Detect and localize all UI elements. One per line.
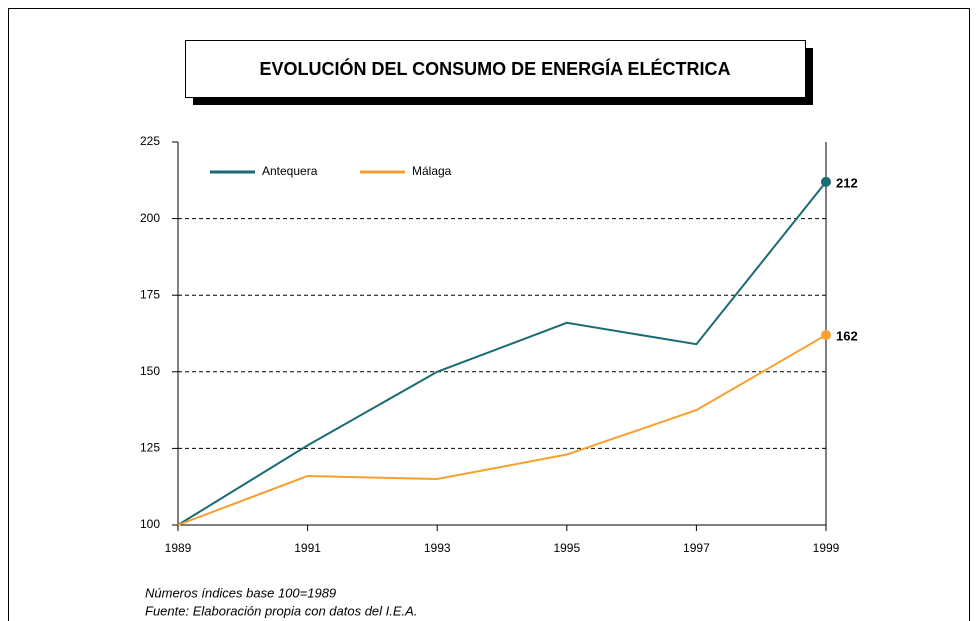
legend-label: Antequera	[262, 164, 318, 178]
y-tick-label: 175	[140, 287, 160, 301]
value-label: 212	[836, 175, 858, 190]
x-tick-label: 1995	[553, 541, 580, 555]
y-tick-label: 150	[140, 364, 160, 378]
legend-label: Málaga	[412, 164, 452, 178]
x-tick-label: 1999	[813, 541, 840, 555]
end-marker	[821, 330, 831, 341]
x-tick-label: 1997	[683, 541, 710, 555]
series-line	[177, 334, 827, 526]
y-tick-label: 225	[140, 134, 160, 148]
title-box	[185, 40, 806, 98]
note: Números índices base 100=1989	[145, 585, 336, 600]
series-line	[177, 181, 827, 526]
end-marker	[821, 176, 831, 187]
y-tick-label: 100	[140, 517, 160, 531]
frame	[8, 8, 970, 621]
value-label: 162	[836, 328, 858, 343]
x-tick-label: 1991	[294, 541, 321, 555]
y-tick-label: 125	[140, 441, 160, 455]
chart-title: EVOLUCIÓN DEL CONSUMO DE ENERGÍA ELÉCTRI…	[259, 58, 730, 79]
x-tick-label: 1989	[165, 541, 192, 555]
y-tick-label: 200	[140, 211, 160, 225]
note: Fuente: Elaboración propia con datos del…	[145, 603, 417, 618]
x-tick-label: 1993	[424, 541, 451, 555]
